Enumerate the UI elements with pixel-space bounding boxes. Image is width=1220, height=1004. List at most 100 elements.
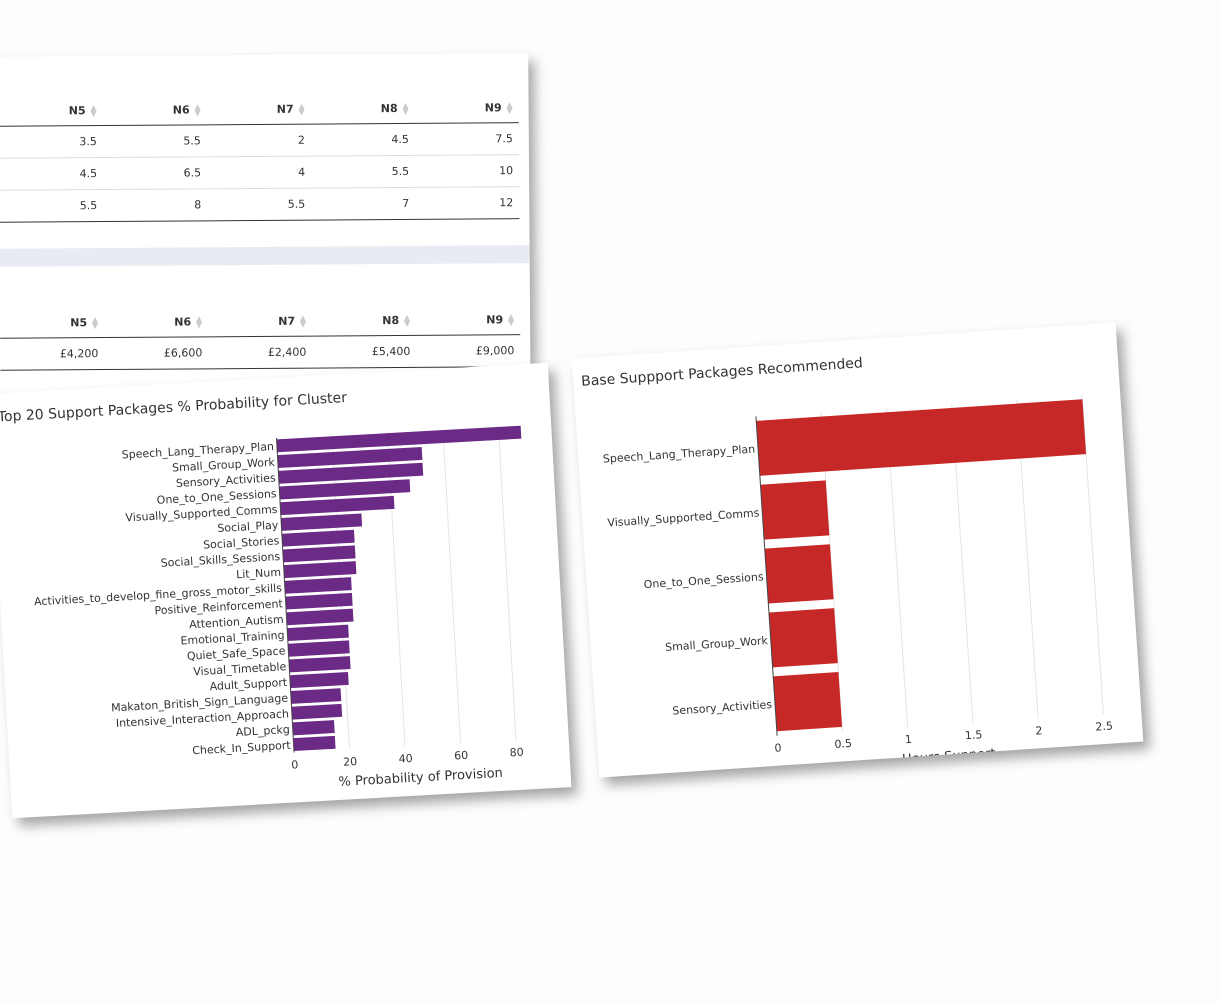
chart-title: Base Suppport Packages Recommended [581,355,864,390]
y-tick-label: Visually_Supported_Comms [607,506,760,529]
bar [292,720,335,736]
column-header[interactable]: N8 [310,93,415,125]
table-row: 3.5 5.5 2 4.5 7.5 [0,122,519,159]
grid-line [331,434,351,750]
sort-icon [90,317,98,329]
grid-line [386,431,406,747]
bar [289,671,349,689]
x-tick-label: 60 [454,749,469,763]
y-tick-label: ADL_pckg [235,723,290,739]
bar [280,513,363,531]
column-header[interactable]: N6 [102,95,207,126]
bar [286,608,354,626]
column-header[interactable]: N9 [414,93,519,124]
bar [277,447,423,468]
bar [773,672,843,732]
column-header[interactable]: N7 [206,94,311,125]
bar [285,592,353,610]
table-cell: 8 [103,188,208,222]
x-axis-title: % Probability of Provision [338,766,503,790]
sort-icon [401,103,409,115]
header-text: N8 [382,313,400,328]
sort-icon [194,316,202,328]
header-text: N8 [380,101,398,116]
bar [288,656,351,673]
y-axis-line [275,437,295,753]
y-tick-label: Sensory_Activities [176,471,277,490]
section-band [0,245,530,267]
bar [276,425,522,453]
header-text: N6 [172,103,190,117]
bar [284,577,352,594]
x-tick-label: 1.5 [965,728,983,742]
table: N5N6N7N8N93.55.524.57.54.56.545.5105.585… [0,93,520,223]
sort-icon [298,316,306,328]
table-cell: 2 [206,124,311,157]
table-cell: 5.5 [310,155,416,189]
y-tick-label: One_to_One_Sessions [643,570,764,591]
bar [293,735,336,752]
sort-icon [193,104,201,116]
bar [290,688,342,704]
header-text: N9 [486,313,504,327]
table-body: 3.5 5.5 2 4.5 7.5 4.5 6.5 4 5.5 10 5.5 8 5.5 7 12 [0,122,520,223]
column-header[interactable]: N8 [311,305,417,337]
table-row: 5.5 8 5.5 7 12 [0,186,520,223]
x-tick-label: 20 [343,755,358,769]
x-tick-label: 80 [509,746,524,760]
table-head: N5 N6 N7 N8 N9 [0,93,519,127]
y-tick-label: Small_Group_Work [665,634,769,654]
column-header[interactable]: N6 [104,307,209,338]
bar [278,462,424,484]
bar [287,640,350,657]
y-tick-label: Adult_Support [209,676,288,693]
y-tick-label: Social_Play [217,519,279,535]
bar [280,495,395,516]
header-text: N9 [484,101,502,115]
x-tick-label: 0.5 [834,737,852,751]
sort-icon [402,315,410,327]
chart-panel: Base Suppport Packages Recommended 0 0.5 1 1… [571,322,1144,778]
sort-icon [297,104,305,116]
column-header[interactable]: N9 [415,305,521,336]
chart-panel: Top 20 Support Packages % Probability fo… [0,362,572,819]
column-header[interactable]: N5 [0,308,105,339]
bar [764,544,834,604]
header-text: N7 [278,314,296,328]
header-text: N5 [68,104,86,118]
x-tick-label: 40 [398,752,413,766]
chart: Base Suppport Packages Recommended 0 0.5 1 1… [581,355,1114,767]
table-cell: £5,400 [312,335,417,369]
y-tick-label: Lit_Num [236,566,282,581]
table: N5 N6 N7 N8 N9 £4,200£6,600£2,400£5,400£9,000 [0,305,521,371]
header-row: N5 N6 N7 N8 N9 [0,93,519,127]
table-cell: £4,200 [0,337,105,371]
table-cell: 4.5 [0,157,104,191]
chart-title: Top 20 Support Packages % Probability fo… [0,390,348,426]
table-cell: 6.5 [102,156,208,190]
table-cell: 12 [415,186,520,220]
table-cell: 5.5 [102,124,207,158]
header-text: N6 [174,315,192,329]
y-axis-line [755,416,778,736]
sort-icon [506,314,514,326]
column-header[interactable]: N5 [0,96,103,127]
bar [281,529,355,547]
column-header[interactable]: N7 [207,306,313,337]
x-axis-title: Hours Support [902,746,996,767]
grid-line [497,425,517,741]
table-cell: £2,400 [208,336,313,369]
table-cell: £9,000 [416,334,521,368]
table-cell: 7.5 [414,122,519,156]
y-tick-label: Social_Stories [203,534,280,551]
table-cell: 10 [414,154,520,188]
grid-line [442,428,461,744]
x-tick-label: 0 [291,758,299,771]
table-cell: 3.5 [0,125,103,159]
table-row: 4.5 6.5 4 5.5 10 [0,154,520,191]
bar [279,479,411,500]
y-tick-label: Small_Group_Work [172,456,276,475]
sort-icon [89,105,97,117]
chart: Top 20 Support Packages % Probability fo… [0,390,524,790]
